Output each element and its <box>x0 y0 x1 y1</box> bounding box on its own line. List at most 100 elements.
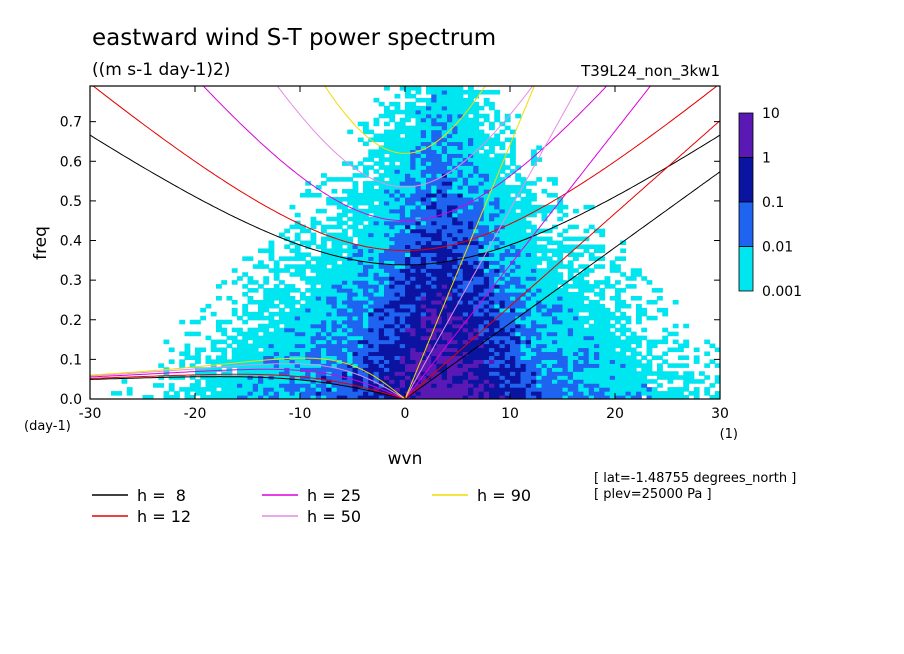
heatmap-cell <box>494 351 501 357</box>
heatmap-cell <box>657 375 663 380</box>
heatmap-cell <box>520 331 527 337</box>
heatmap-cell <box>368 264 375 269</box>
heatmap-cell <box>315 280 322 285</box>
heatmap-cell <box>499 268 506 273</box>
heatmap-cell <box>615 339 621 345</box>
heatmap-cell <box>237 351 243 357</box>
heatmap-cell <box>247 379 254 384</box>
heatmap-cell <box>321 375 327 380</box>
heatmap-cell <box>620 363 627 368</box>
heatmap-cell <box>462 181 469 186</box>
heatmap-cell <box>483 272 490 277</box>
heatmap-cell <box>352 196 359 202</box>
heatmap-cell <box>678 347 684 353</box>
heatmap-cell <box>210 395 217 399</box>
heatmap-cell <box>415 303 422 309</box>
heatmap-cell <box>242 387 249 392</box>
heatmap-cell <box>615 307 621 313</box>
heatmap-cell <box>415 228 422 234</box>
heatmap-cell <box>515 212 522 218</box>
heatmap-cell <box>315 315 322 321</box>
heatmap-cell <box>420 295 427 301</box>
heatmap-cell <box>625 315 632 321</box>
heatmap-cell <box>683 363 690 368</box>
heatmap-cell <box>520 303 527 309</box>
heatmap-cell <box>609 375 616 380</box>
heatmap-cell <box>588 327 595 333</box>
heatmap-cell <box>273 347 280 353</box>
heatmap-cell <box>483 260 490 265</box>
heatmap-cell <box>510 371 516 376</box>
heatmap-cell <box>478 204 485 210</box>
heatmap-cell <box>515 288 522 293</box>
heatmap-cell <box>405 86 411 91</box>
heatmap-cell <box>420 181 427 186</box>
heatmap-cell <box>651 339 658 345</box>
heatmap-cell <box>394 133 401 139</box>
heatmap-cell <box>410 137 417 143</box>
heatmap-cell <box>300 335 306 341</box>
heatmap-cell <box>473 117 480 123</box>
heatmap-cell <box>436 208 443 214</box>
heatmap-cell <box>441 355 448 360</box>
heatmap-cell <box>389 177 396 182</box>
heatmap-cell <box>573 224 579 230</box>
heatmap-cell <box>457 121 464 127</box>
heatmap-cell <box>588 224 595 230</box>
heatmap-cell <box>326 363 333 368</box>
heatmap-cell <box>552 351 558 357</box>
heatmap-cell <box>452 272 459 277</box>
heatmap-cell <box>368 185 375 190</box>
heatmap-cell <box>415 268 422 273</box>
heatmap-cell <box>258 260 264 265</box>
dispersion-curve <box>404 86 652 399</box>
heatmap-cell <box>294 379 301 384</box>
heatmap-cell <box>431 216 438 222</box>
heatmap-cell <box>494 359 501 364</box>
heatmap-cell <box>347 189 354 194</box>
heatmap-cell <box>410 371 417 376</box>
heatmap-cell <box>352 295 359 301</box>
heatmap-cell <box>457 224 464 230</box>
heatmap-cell <box>452 232 459 238</box>
heatmap-cell <box>342 303 348 309</box>
heatmap-cell <box>284 264 291 269</box>
heatmap-cell <box>221 331 228 337</box>
heatmap-cell <box>363 343 369 349</box>
heatmap-cell <box>436 244 443 250</box>
heatmap-cell <box>310 216 317 222</box>
heatmap-cell <box>426 236 432 242</box>
heatmap-cell <box>226 295 233 301</box>
heatmap-cell <box>394 252 401 257</box>
heatmap-cell <box>405 347 411 353</box>
heatmap-cell <box>615 363 621 368</box>
heatmap-cell <box>284 395 291 399</box>
heatmap-cell <box>436 264 443 269</box>
heatmap-cell <box>494 240 501 246</box>
heatmap-cell <box>541 391 548 396</box>
heatmap-cell <box>342 256 348 261</box>
heatmap-cell <box>625 303 632 309</box>
heatmap-cell <box>620 299 627 305</box>
heatmap-cell <box>415 276 422 281</box>
heatmap-cell <box>420 232 427 238</box>
heatmap-cell <box>305 240 312 246</box>
heatmap-cell <box>452 97 459 103</box>
heatmap-cell <box>352 395 359 399</box>
heatmap-cell <box>457 264 464 269</box>
heatmap-cell <box>478 315 485 321</box>
heatmap-cell <box>268 355 275 360</box>
heatmap-cell <box>515 284 522 289</box>
heatmap-cell <box>273 395 280 399</box>
heatmap-cell <box>363 288 369 293</box>
heatmap-cell <box>405 109 411 115</box>
heatmap-cell <box>468 177 474 182</box>
heatmap-cell <box>305 303 312 309</box>
heatmap-cell <box>630 284 637 289</box>
heatmap-cell <box>363 252 369 257</box>
heatmap-cell <box>352 204 359 210</box>
heatmap-cell <box>567 292 574 297</box>
heatmap-cell <box>447 129 453 135</box>
heatmap-cell <box>342 276 348 281</box>
heatmap-cell <box>426 89 432 95</box>
